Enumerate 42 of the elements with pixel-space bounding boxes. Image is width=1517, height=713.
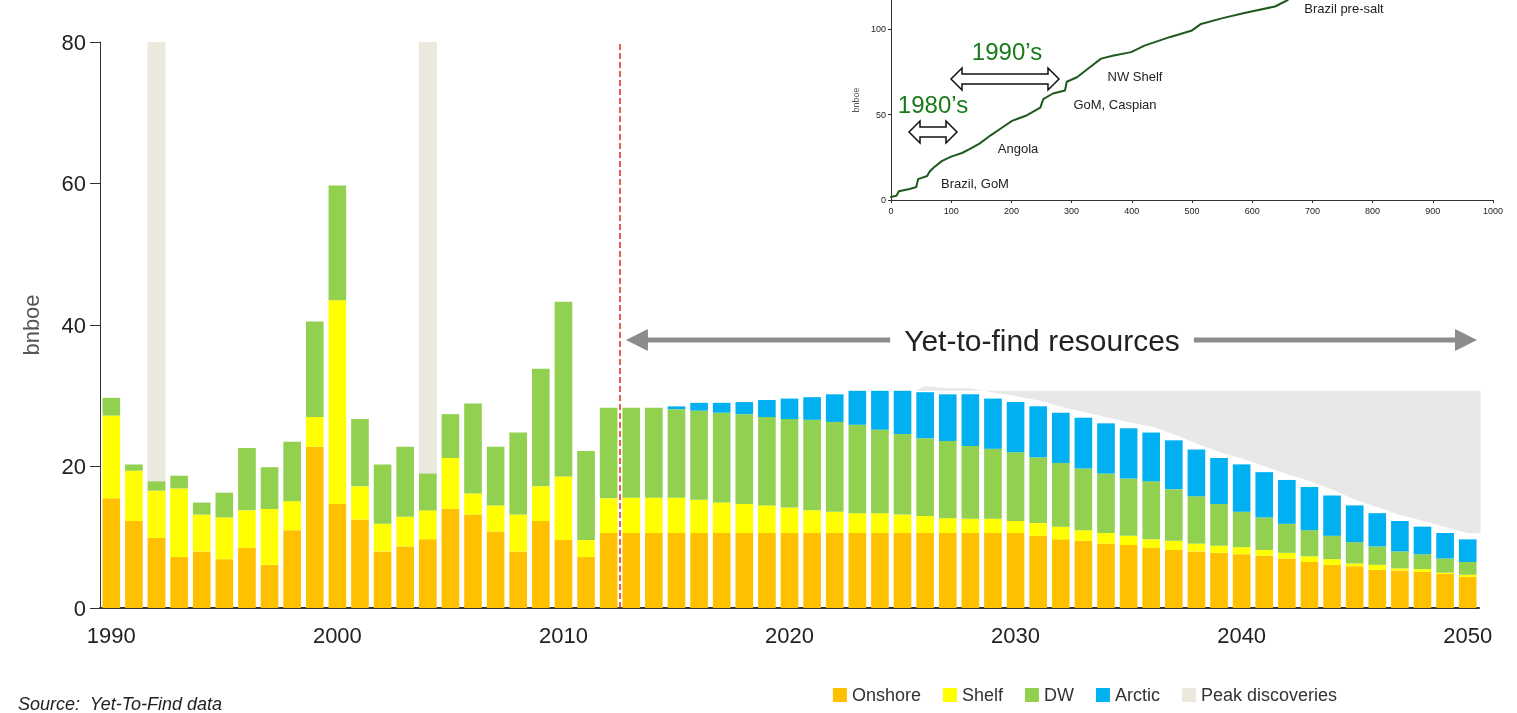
y-tick-label: 80 [61, 29, 86, 55]
annotation: Brazil, GoM [941, 175, 1009, 191]
x-tick-label: 200 [1003, 205, 1019, 216]
x-tick-label: 2050 [1443, 622, 1493, 648]
legend-label: Peak discoveries [1200, 685, 1338, 705]
x-tick-label: 300 [1064, 205, 1080, 216]
y-tick-label: 0 [73, 595, 86, 621]
y-tick-label: 60 [61, 171, 86, 196]
legend-label: Shelf [961, 685, 1004, 705]
y-tick-label: 0 [880, 195, 886, 205]
x-tick-label: 700 [1304, 205, 1320, 216]
legend-label: Onshore [851, 685, 921, 705]
annotation: 1990’s [971, 37, 1043, 65]
x-tick-label: 600 [1244, 205, 1260, 216]
x-tick-label: 500 [1184, 205, 1200, 216]
y-axis-title: bnboe [18, 294, 44, 356]
x-tick-label: 400 [1124, 205, 1140, 216]
y-tick-label: 50 [875, 109, 886, 120]
y-tick-label: 20 [61, 454, 86, 479]
x-tick-label: 2040 [1217, 622, 1267, 648]
annotation: GoM, Caspian [1073, 96, 1157, 112]
x-tick-label: 2000 [312, 622, 362, 648]
x-tick-label: 900 [1425, 205, 1441, 216]
x-tick-label: 0 [888, 205, 894, 216]
x-tick-label: 1000 [1482, 205, 1504, 216]
y-tick-label: 100 [870, 24, 886, 35]
legend-label: Arctic [1114, 685, 1160, 705]
source-note: Source: Yet-To-Find data [18, 694, 223, 713]
annotation: Yet-to-find resources [904, 323, 1180, 357]
annotation: Brazil pre-salt [1304, 0, 1385, 16]
y-tick-label: 40 [61, 312, 86, 338]
legend-label: DW [1043, 685, 1074, 705]
x-tick-label: 2010 [538, 622, 588, 648]
x-tick-label: 1990 [86, 622, 136, 648]
annotation: NW Shelf [1107, 68, 1163, 84]
y-axis-title: bnboe [850, 87, 861, 113]
annotation: Angola [997, 140, 1040, 156]
x-tick-label: 2030 [991, 622, 1041, 648]
x-tick-label: 100 [943, 205, 959, 216]
x-tick-label: 2020 [765, 622, 814, 648]
annotation: 1980’s [897, 90, 969, 118]
x-tick-label: 800 [1365, 205, 1381, 216]
